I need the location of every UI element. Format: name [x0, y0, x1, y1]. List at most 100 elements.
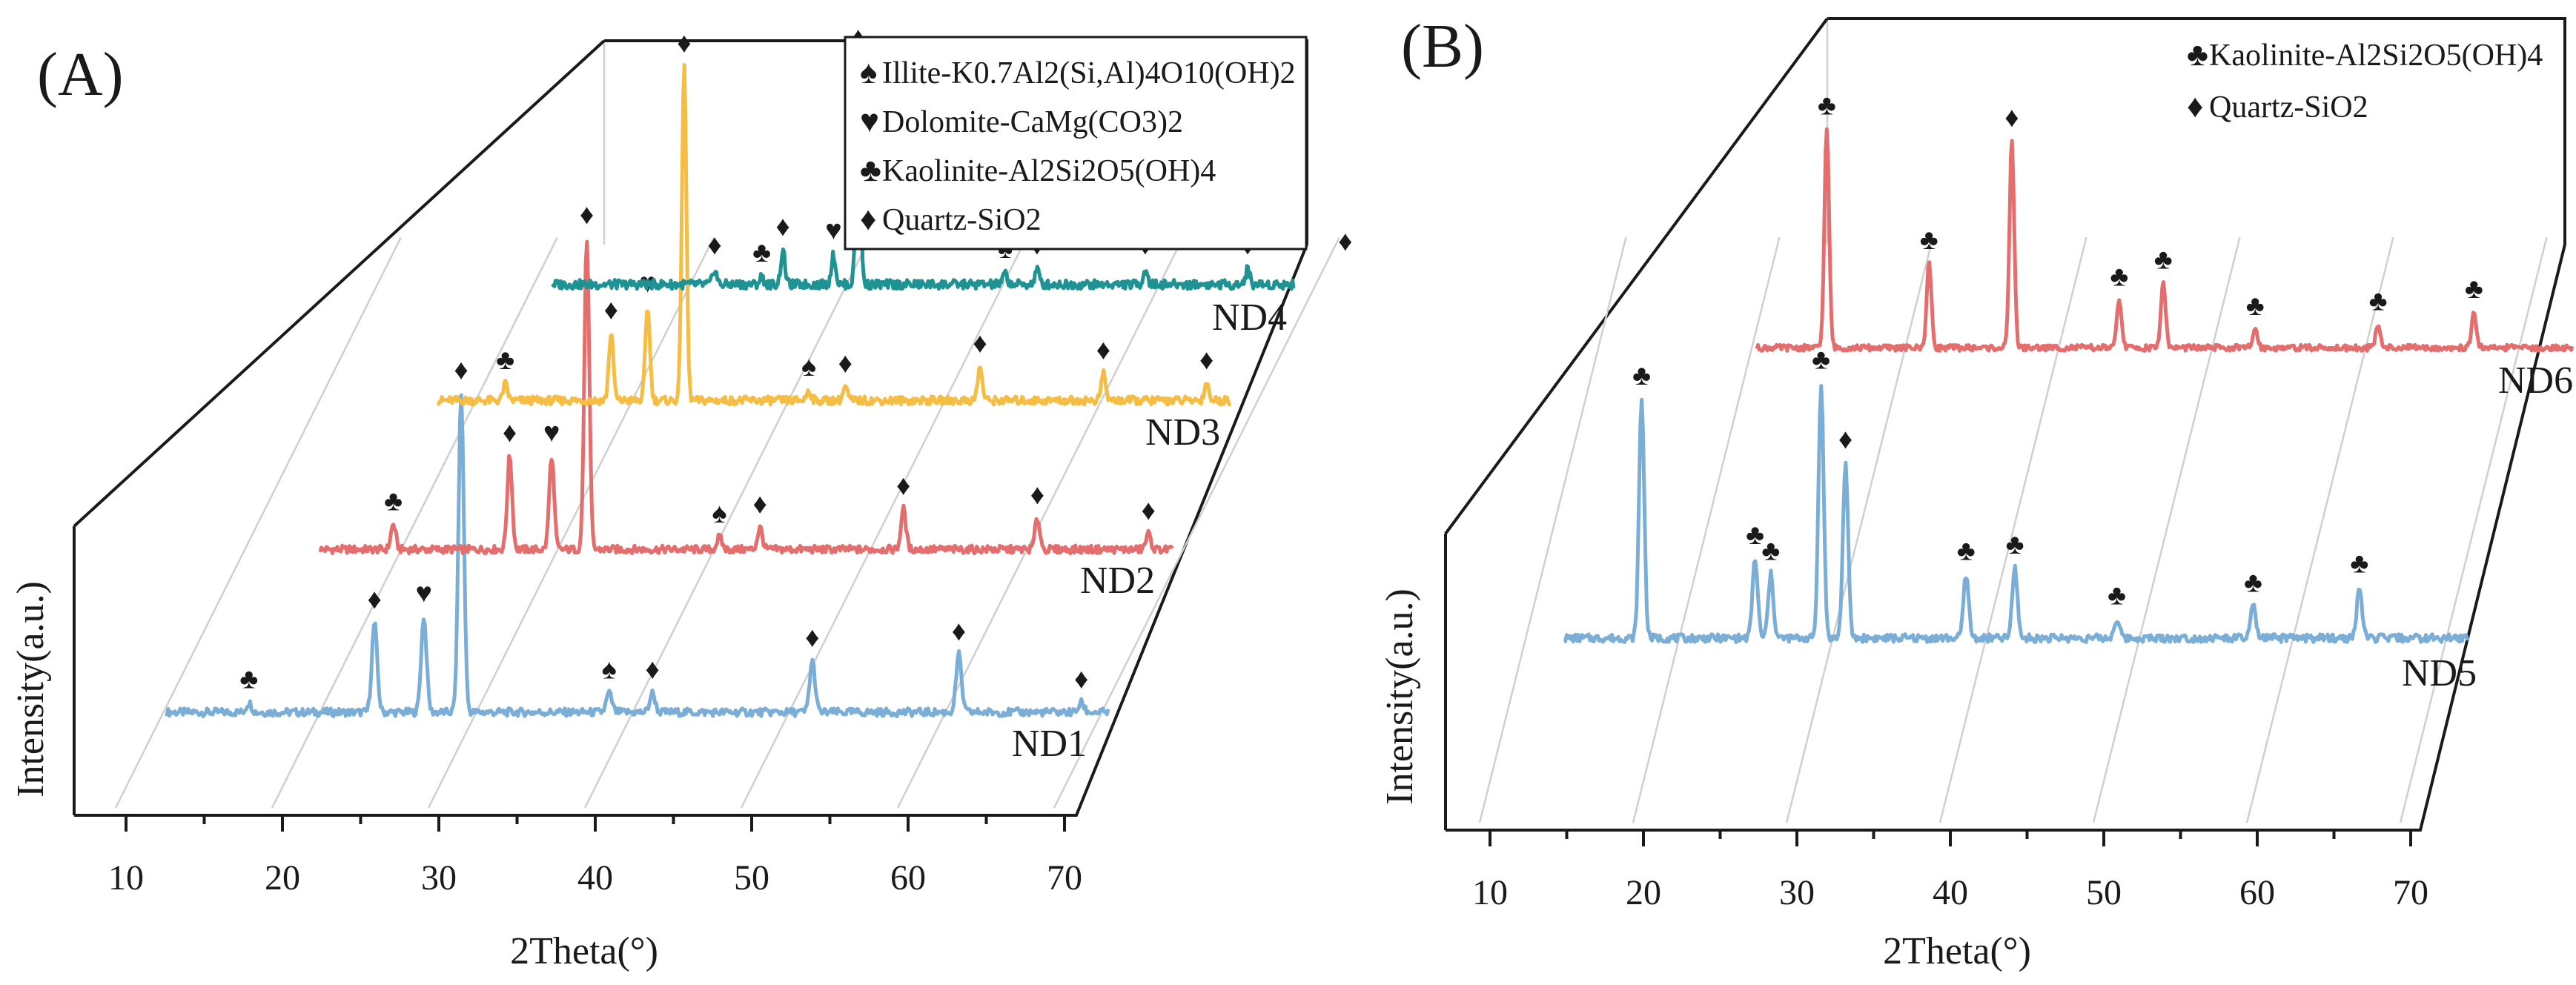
peak-marker: ♦ — [677, 28, 691, 59]
peak-marker: ♣ — [2369, 286, 2388, 317]
peak-marker: ♣ — [2154, 244, 2173, 275]
panel-a-floor-edges — [74, 244, 1308, 817]
peak-marker: ♦ — [1838, 424, 1852, 455]
panel-b-xtick-label: 40 — [1933, 873, 1968, 912]
panel-b-xtick-label: 30 — [1779, 873, 1815, 912]
floor-grid-line — [1938, 236, 2087, 823]
panel-a-legend-box — [844, 36, 1308, 251]
legend-quartz-text: Quartz-SiO2 — [2209, 90, 2368, 125]
legend-quartz-text: Quartz-SiO2 — [882, 203, 1042, 237]
panel-a-top-left-edge — [73, 39, 606, 528]
peak-marker: ♦ — [503, 417, 517, 448]
panel-a-grid — [114, 237, 1340, 832]
panel-b-xlabel: 2Theta(°) — [1883, 930, 2031, 972]
peak-marker: ♦ — [838, 348, 852, 379]
floor-grid-line — [1053, 237, 1340, 809]
panel-a-xtick-label: 60 — [890, 858, 926, 898]
peak-marker: ♣ — [752, 237, 771, 268]
peak-marker: ♦ — [1074, 664, 1088, 695]
peak-marker: ♦ — [805, 623, 819, 654]
peak-marker: ♦ — [1199, 345, 1213, 376]
floor-grid-line — [427, 237, 715, 809]
peak-marker: ♥ — [543, 417, 560, 448]
panel-b-label: (B) — [1401, 12, 1484, 81]
floor-grid-line — [1785, 236, 1934, 823]
panel-b-xtick-label: 60 — [2239, 873, 2275, 912]
panel-b-grid — [1478, 236, 2548, 846]
panel-a-xtick-label: 20 — [265, 858, 300, 898]
series-line-nd3 — [437, 63, 1232, 407]
peak-marker: ♠ — [801, 351, 816, 382]
panel-b-series: ♣♣♣♣♦♣ ♣♣ ♣♣ND5♣♣♦♣♣♣ ♣ ♣ND6 — [1563, 90, 2575, 694]
legend-kaolinite-text: Kaolinite-Al2Si2O5(OH)4 — [2209, 39, 2543, 73]
floor-grid-line — [1478, 236, 1627, 823]
peak-marker: ♦ — [1338, 226, 1352, 257]
panel-b-floor-edges — [1446, 244, 2566, 832]
legend-illite-symbol: ♠ — [860, 54, 877, 90]
floor-grid-line — [583, 237, 871, 809]
peak-marker: ♠ — [712, 498, 726, 529]
peak-marker: ♣ — [2108, 580, 2126, 611]
panel-b-legend: ♣ Kaolinite-Al2Si2O5(OH)4 ♦ Quartz-SiO2 — [2187, 36, 2543, 125]
peak-marker: ♣ — [1632, 360, 1651, 391]
peak-marker: ♣ — [2006, 529, 2024, 560]
series-label-nd3: ND3 — [1145, 411, 1220, 454]
panel-b-back-wall — [1827, 17, 2566, 245]
panel-a-xtick-label: 50 — [734, 858, 769, 898]
floor-grid-line — [2399, 236, 2548, 823]
floor-grid-line — [114, 237, 402, 809]
peak-marker: ♦ — [707, 230, 721, 261]
floor-grid-line — [2092, 236, 2241, 823]
floor-grid-line — [2245, 236, 2394, 823]
floor-grid-line — [740, 237, 1027, 809]
peak-marker: ♣ — [2244, 568, 2262, 599]
peak-marker: ♦ — [580, 199, 594, 231]
legend-quartz-symbol: ♦ — [2187, 88, 2203, 125]
peak-marker: ♣ — [2465, 273, 2483, 305]
panel-b: (B) ♣♣♣♣♦♣ ♣♣ ♣♣ND5♣♣♦♣♣♣ ♣ ♣ND6 10 20 30 40… — [1379, 12, 2575, 972]
series-label-nd4: ND4 — [1212, 296, 1287, 339]
peak-marker: ♣ — [496, 345, 514, 376]
legend-illite-text: Illite-K0.7Al2(Si,Al)4O10(OH)2 — [882, 56, 1296, 90]
peak-marker: ♣ — [1957, 536, 1976, 567]
peak-marker: ♦ — [1141, 495, 1155, 526]
peak-marker: ♣ — [2246, 291, 2265, 322]
peak-marker: ♦ — [454, 355, 468, 386]
panel-a-xtick-label: 10 — [108, 858, 144, 898]
legend-dolomite-text: Dolomite-CaMg(CO3)2 — [882, 105, 1183, 139]
legend-kaolinite-symbol: ♣ — [2187, 36, 2208, 73]
panel-b-ylabel: Intensity(a.u.) — [1379, 588, 1421, 805]
panel-b-xtick-label: 20 — [1626, 873, 1661, 912]
panel-b-xtick-label: 10 — [1472, 873, 1508, 912]
peak-marker: ♦ — [896, 470, 910, 501]
panel-a-xtick-label: 30 — [421, 858, 457, 898]
peak-marker: ♦ — [1096, 335, 1110, 366]
peak-marker: ♦ — [604, 295, 618, 326]
series-line-nd5 — [1563, 384, 2470, 644]
floor-grid-line — [1632, 236, 1781, 823]
legend-quartz-symbol: ♦ — [860, 201, 876, 237]
panel-a-xtick-label: 40 — [577, 858, 613, 898]
peak-marker: ♠ — [602, 654, 617, 686]
peak-marker: ♣ — [2350, 548, 2368, 580]
panel-a-xtick-label: 70 — [1047, 858, 1082, 898]
series-line-nd2 — [318, 239, 1174, 556]
peak-marker: ♣ — [384, 485, 403, 517]
series-line-nd1 — [165, 393, 1110, 718]
peak-marker: ♣ — [1761, 536, 1780, 567]
panel-a: (A) ♣♦ ♥♦♠ ♦♦ ♦♦ND1♣♦ ♥♦♠ ♦♦ ♦ ♦ND2♣♦♥♦♠ ♦♦ ♦ ♦ND3… — [10, 22, 1353, 972]
peak-marker: ♦ — [368, 584, 382, 615]
panel-a-xticks: 10 20 30 40 50 60 70 — [108, 858, 1082, 898]
panel-a-xlabel: 2Theta(°) — [510, 930, 658, 972]
panel-b-xtick-label: 50 — [2086, 873, 2122, 912]
peak-marker: ♣ — [1818, 90, 1836, 122]
series-label-nd6: ND6 — [2498, 359, 2573, 402]
series-label-nd2: ND2 — [1080, 560, 1155, 602]
peak-marker: ♥ — [825, 215, 842, 246]
panel-a-label: (A) — [37, 40, 124, 109]
panel-b-xtick-label: 70 — [2393, 873, 2428, 912]
series-label-nd5: ND5 — [2402, 652, 2477, 694]
peak-marker: ♣ — [239, 664, 258, 695]
series-line-nd4 — [551, 64, 1296, 291]
legend-kaolinite-symbol: ♣ — [860, 152, 881, 188]
